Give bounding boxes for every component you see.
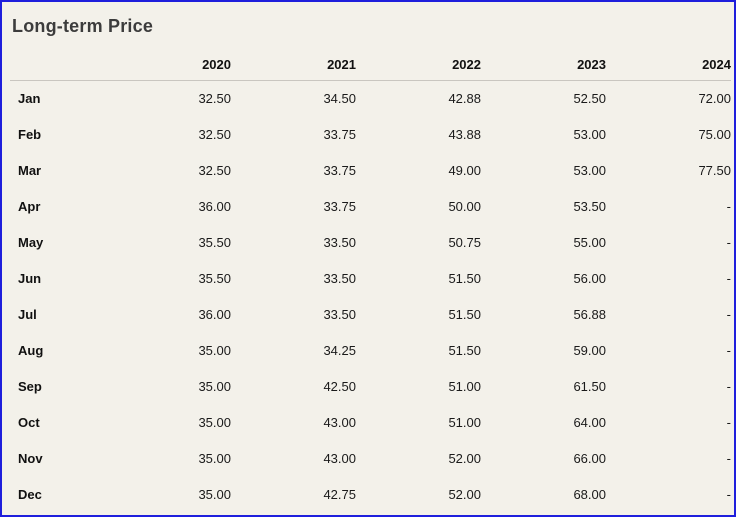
price-value: - [726,199,731,214]
price-value: 35.00 [198,451,231,466]
price-value: 35.50 [198,235,231,250]
month-column-header [10,38,106,81]
table-row: Oct 35.00 43.00 51.00 64.00 - [10,405,731,441]
month-label: Jul [18,307,37,322]
price-value: 33.50 [323,271,356,286]
month-label: May [18,235,44,250]
table-row: Jun 35.50 33.50 51.50 56.00 - [10,261,731,297]
price-value: 33.50 [323,307,356,322]
year-column-header: 2021 [231,38,356,81]
price-value: 35.00 [198,379,231,394]
price-value: 52.00 [448,487,481,502]
month-label: Aug [18,343,44,358]
price-value: 42.75 [323,487,356,502]
price-value: 33.75 [323,199,356,214]
table-row: Nov 35.00 43.00 52.00 66.00 - [10,441,731,477]
month-label: Apr [18,199,41,214]
price-table: 2020 2021 2022 2023 2024 Jan 32.50 34.50 42.88 5… [10,38,731,513]
price-value: 53.00 [573,127,606,142]
month-label: Jan [18,91,41,107]
price-value: 50.75 [448,235,481,250]
price-value: - [726,235,731,250]
price-value: 32.50 [198,91,231,107]
price-value: 52.00 [448,451,481,466]
table-row: Mar 32.50 33.75 49.00 53.00 77.50 [10,153,731,189]
month-label: Sep [18,379,42,394]
price-value: 49.00 [448,163,481,178]
price-value: 34.25 [323,343,356,358]
price-value: 36.00 [198,199,231,214]
table-row: Dec 35.00 42.75 52.00 68.00 - [10,477,731,513]
price-value: 43.00 [323,415,356,430]
price-value: 42.88 [448,91,481,107]
price-value: 51.50 [448,343,481,358]
price-value: 64.00 [573,415,606,430]
price-value: - [726,487,731,502]
table-row: Feb 32.50 33.75 43.88 53.00 75.00 [10,117,731,153]
table-row: Jul 36.00 33.50 51.50 56.88 - [10,297,731,333]
year-column-header: 2022 [356,38,481,81]
price-value: 51.50 [448,307,481,322]
price-value: 53.00 [573,163,606,178]
price-value: 55.00 [573,235,606,250]
price-value: 61.50 [573,379,606,394]
month-label: Feb [18,127,42,142]
year-column-header: 2024 [606,38,731,81]
price-value: 59.00 [573,343,606,358]
price-value: 75.00 [698,127,731,142]
price-value: 42.50 [323,379,356,394]
price-value: 33.75 [323,127,356,142]
price-value: 36.00 [198,307,231,322]
price-value: 32.50 [198,127,231,142]
table-row: Jan 32.50 34.50 42.88 52.50 72.00 [10,81,731,117]
price-value: 32.50 [198,163,231,178]
price-value: 51.00 [448,379,481,394]
price-value: 50.00 [448,199,481,214]
table-row: Sep 35.00 42.50 51.00 61.50 - [10,369,731,405]
price-value: 66.00 [573,451,606,466]
table-row: May 35.50 33.50 50.75 55.00 - [10,225,731,261]
year-column-header: 2020 [106,38,231,81]
price-value: 35.00 [198,487,231,502]
price-value: 33.50 [323,235,356,250]
month-label: Oct [18,415,40,430]
price-value: 56.00 [573,271,606,286]
price-value: 34.50 [323,91,356,107]
panel-title: Long-term Price [12,16,154,36]
price-value: 53.50 [573,199,606,214]
year-column-header: 2023 [481,38,606,81]
month-label: Dec [18,487,42,502]
price-value: 35.00 [198,343,231,358]
month-label: Nov [18,451,43,466]
price-value: 72.00 [698,91,731,107]
price-value: - [726,343,731,358]
price-value: 33.75 [323,163,356,178]
price-value: 43.88 [448,127,481,142]
price-value: - [726,271,731,286]
price-value: - [726,415,731,430]
price-value: - [726,451,731,466]
price-value: 35.50 [198,271,231,286]
price-value: 43.00 [323,451,356,466]
table-body: Jan 32.50 34.50 42.88 52.50 72.00 Feb 32.50 33.7… [10,81,731,513]
header-row: 2020 2021 2022 2023 2024 [10,38,731,81]
price-value: - [726,379,731,394]
price-value: 51.00 [448,415,481,430]
price-value: - [726,307,731,322]
month-label: Mar [18,163,42,178]
table-header: 2020 2021 2022 2023 2024 [10,38,731,81]
month-label: Jun [18,271,42,286]
table-row: Apr 36.00 33.75 50.00 53.50 - [10,189,731,225]
price-value: 35.00 [198,415,231,430]
price-value: 56.88 [573,307,606,322]
table-row: Aug 35.00 34.25 51.50 59.00 - [10,333,731,369]
price-value: 68.00 [573,487,606,502]
price-value: 52.50 [573,91,606,107]
price-value: 51.50 [448,271,481,286]
price-value: 77.50 [698,163,731,178]
